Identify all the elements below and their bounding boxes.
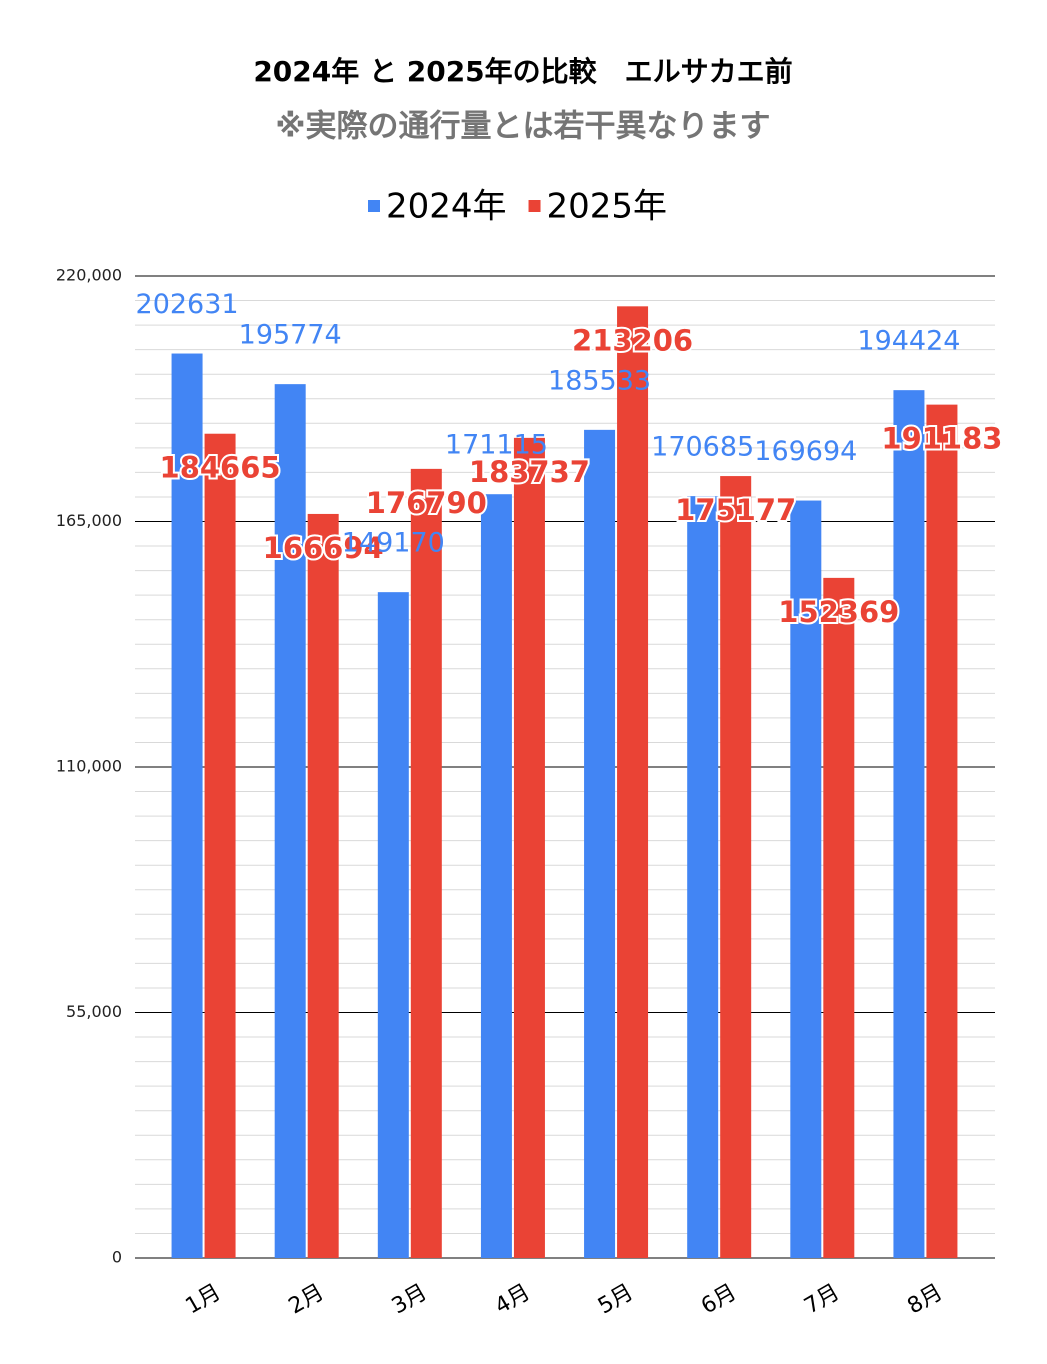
chart-subtitle: ※実際の通行量とは若干異なります (275, 109, 770, 145)
bar (687, 496, 719, 1258)
bar (377, 592, 409, 1258)
legend-swatch (528, 200, 541, 212)
data-label: 185533 (548, 365, 651, 396)
data-label: 191183 (881, 422, 1002, 456)
y-tick-label: 55,000 (66, 1002, 122, 1021)
bar (480, 494, 512, 1259)
data-label: 170685 (651, 432, 754, 463)
bar (893, 390, 925, 1258)
data-label: 171115 (445, 430, 548, 461)
bar (926, 404, 958, 1258)
data-label: 149170 (342, 528, 445, 559)
legend-swatch (368, 200, 380, 212)
data-label: 166694 (263, 531, 384, 565)
data-label: 195774 (239, 320, 342, 351)
y-tick-label: 220,000 (56, 266, 122, 285)
bar (274, 384, 306, 1258)
data-label: 176790 (366, 486, 487, 520)
data-label: 194424 (857, 326, 960, 357)
y-tick-label: 165,000 (56, 511, 122, 530)
bar (204, 433, 236, 1258)
legend-label: 2024年 (386, 187, 507, 227)
bar (720, 476, 752, 1258)
y-tick-label: 110,000 (56, 757, 122, 776)
data-label: 202631 (136, 289, 239, 320)
data-label: 152369 (778, 595, 899, 629)
bar (307, 513, 339, 1258)
data-label: 213206 (572, 323, 693, 357)
bar (410, 468, 442, 1258)
bar (584, 429, 616, 1258)
data-label: 184665 (160, 451, 281, 485)
data-label: 169694 (754, 436, 857, 467)
chart-title: 2024年 と 2025年の比較 エルサカエ前 (253, 55, 792, 88)
bar (823, 577, 855, 1258)
legend-label: 2025年 (547, 187, 668, 227)
bar (790, 500, 822, 1258)
data-label: 175177 (675, 493, 796, 527)
data-label: 183737 (469, 455, 590, 489)
bar (171, 353, 203, 1258)
bar (513, 437, 545, 1258)
bar (617, 306, 649, 1259)
y-tick-label: 0 (112, 1248, 122, 1267)
